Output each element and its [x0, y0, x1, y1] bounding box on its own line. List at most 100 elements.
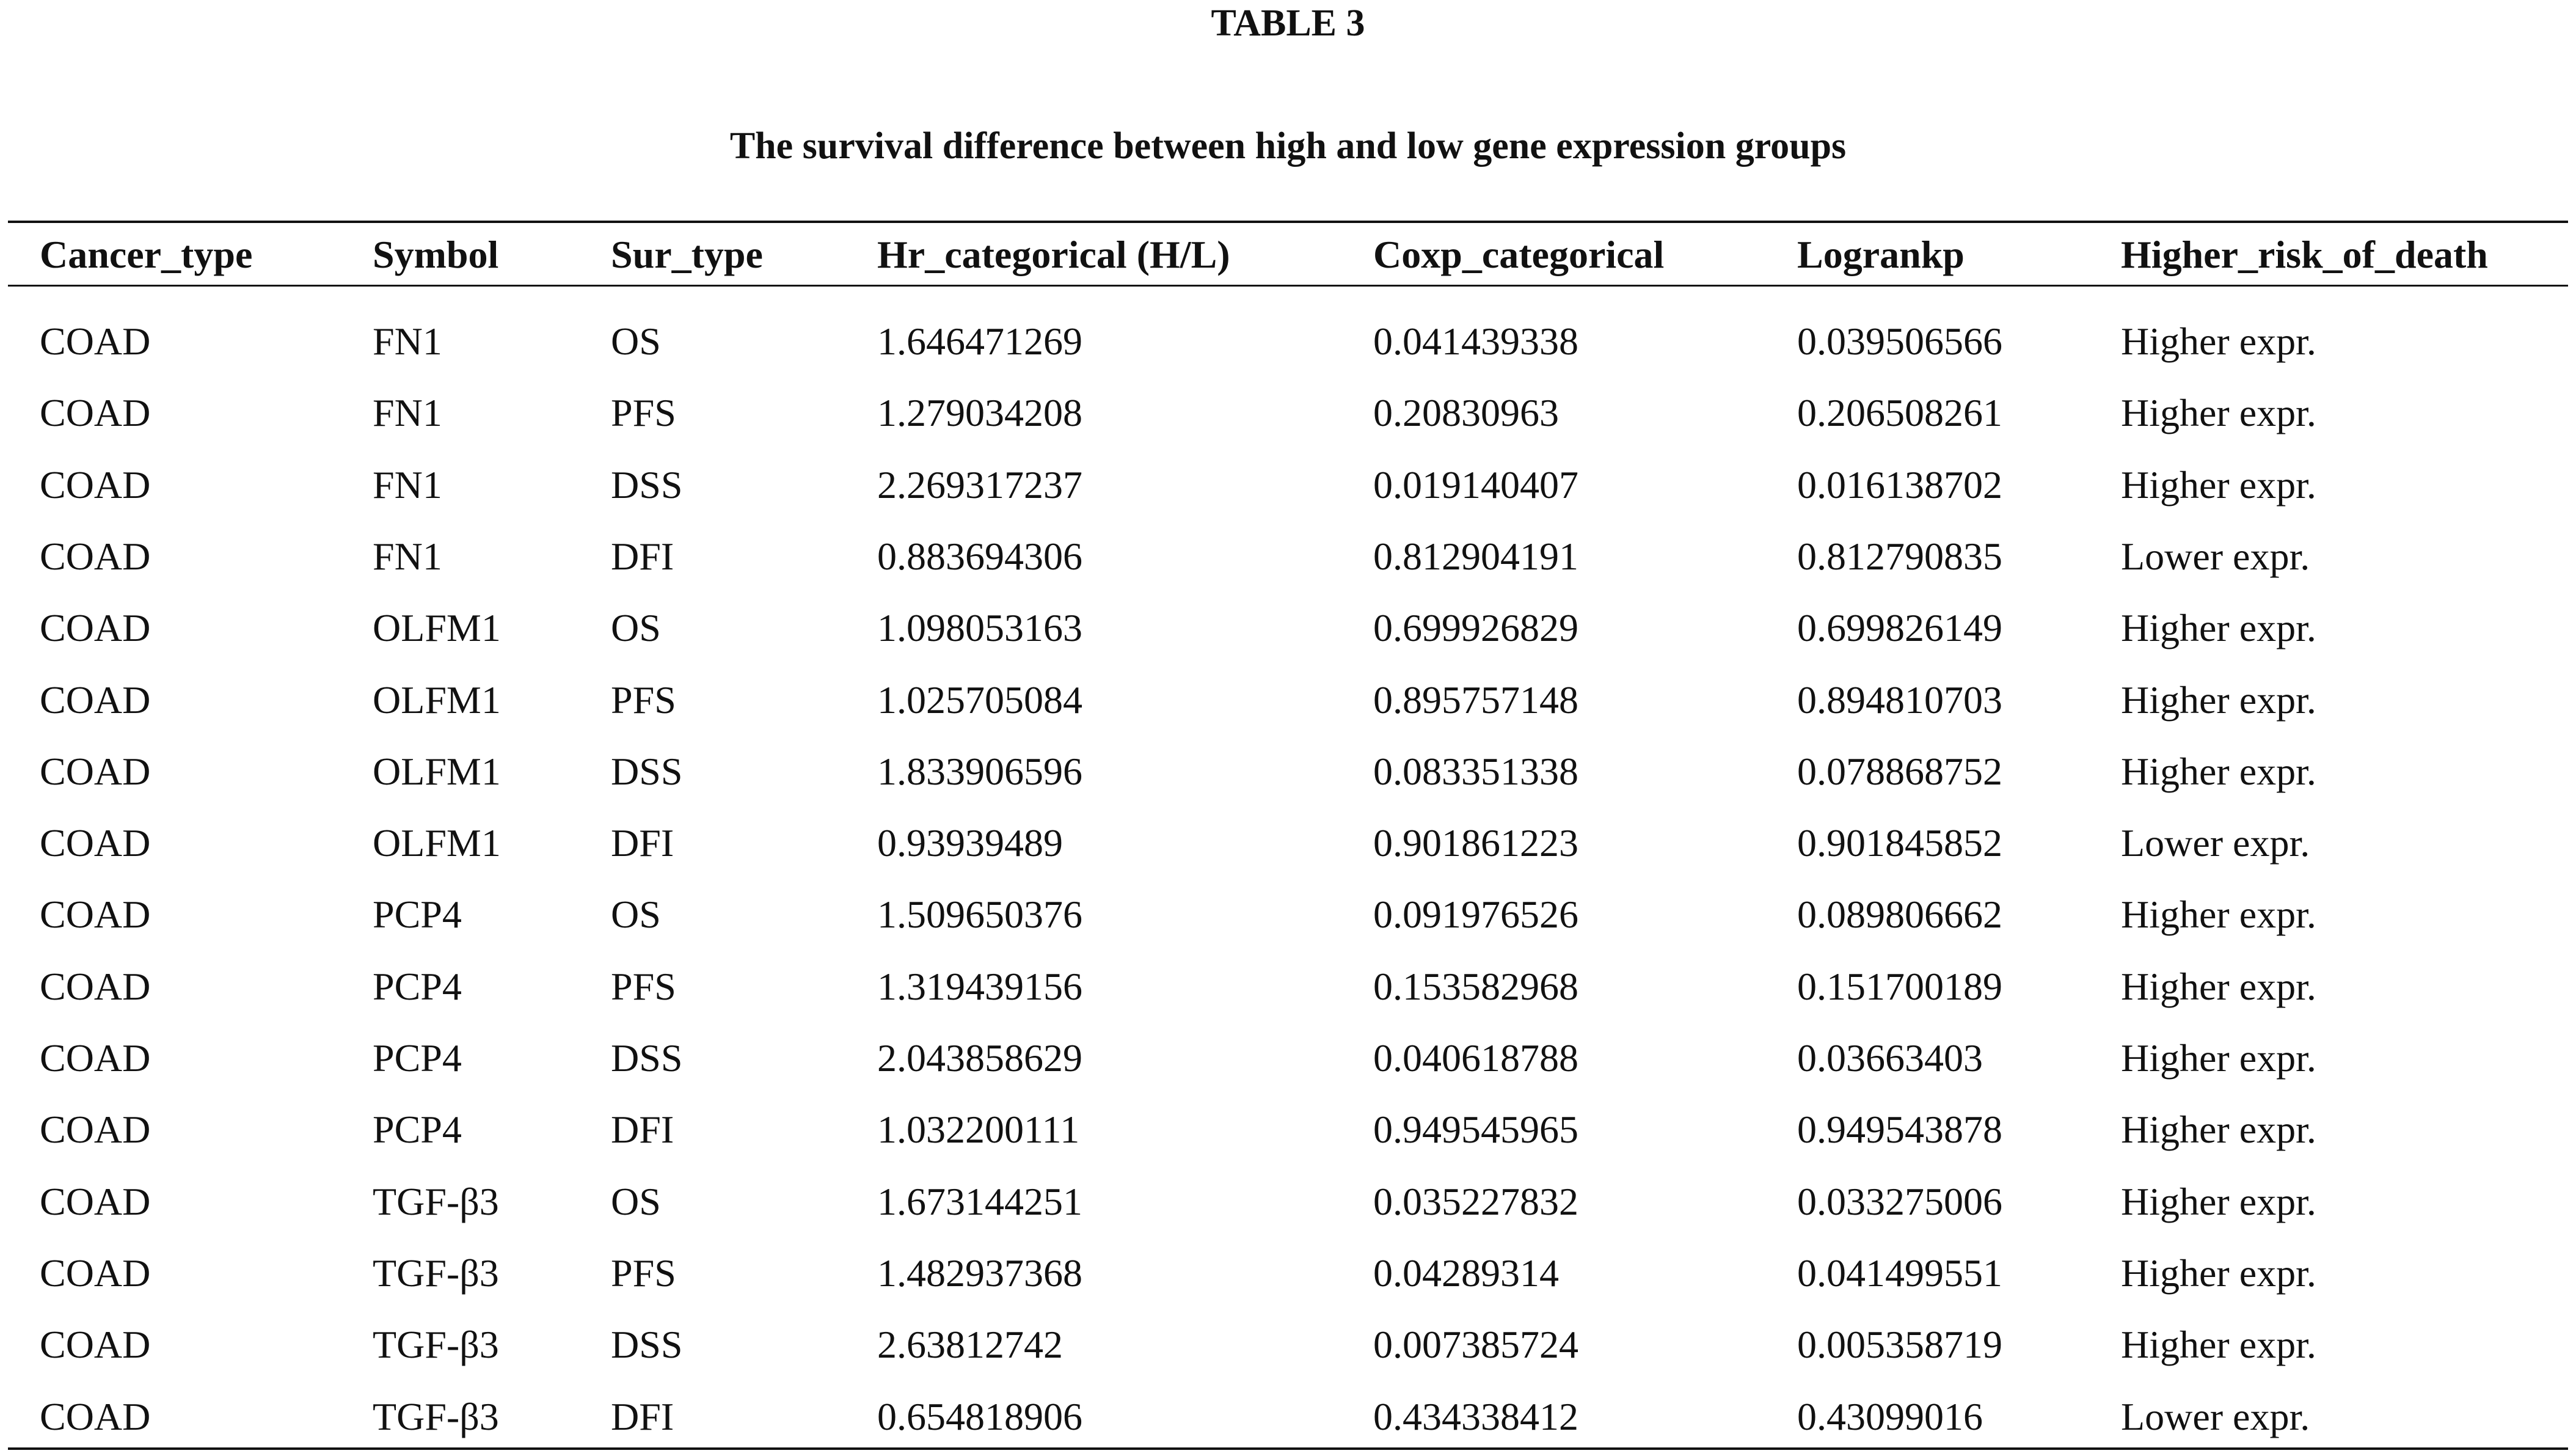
table-cell: 0.699826149	[1797, 606, 2002, 650]
table-cell: PFS	[611, 678, 676, 722]
table-cell: 1.032200111	[877, 1108, 1080, 1152]
column-header: Sur_type	[611, 233, 763, 276]
table-cell: FN1	[373, 391, 442, 435]
table-cell: TGF-β3	[373, 1179, 499, 1223]
table-cell: 0.654818906	[877, 1394, 1082, 1438]
table-cell: 0.93939489	[877, 821, 1063, 865]
table-cell: 0.005358719	[1797, 1323, 2002, 1367]
table-cell: 0.019140407	[1373, 463, 1578, 507]
table-cell: PCP4	[373, 893, 462, 937]
table-cell: COAD	[40, 1394, 151, 1438]
table-cell: 0.151700189	[1797, 964, 2002, 1008]
table-cell: 0.153582968	[1373, 964, 1578, 1008]
table-cell: 1.482937368	[877, 1251, 1082, 1295]
table-cell: 0.033275006	[1797, 1179, 2002, 1223]
table-cell: 2.269317237	[877, 463, 1082, 507]
table-cell: 0.041439338	[1373, 320, 1578, 363]
table-cell: 0.699926829	[1373, 606, 1578, 650]
table-cell: 0.883694306	[877, 534, 1082, 578]
table-cell: PFS	[611, 1251, 676, 1295]
table-cell: 1.509650376	[877, 893, 1082, 937]
table-cell: 0.040618788	[1373, 1036, 1578, 1080]
table-cell: COAD	[40, 749, 151, 793]
table-cell: 0.039506566	[1797, 320, 2002, 363]
bottom-rule	[8, 1447, 2568, 1450]
table-cell: COAD	[40, 1179, 151, 1223]
table-cell: 1.833906596	[877, 749, 1082, 793]
column-header: Logrankp	[1797, 233, 1965, 276]
table-cell: 0.03663403	[1797, 1036, 1983, 1080]
table-cell: TGF-β3	[373, 1394, 499, 1438]
table-cell: PFS	[611, 391, 676, 435]
table-cell: 1.279034208	[877, 391, 1082, 435]
table-cell: Lower expr.	[2121, 821, 2310, 865]
table-cell: 0.949543878	[1797, 1108, 2002, 1152]
table-cell: 1.673144251	[877, 1179, 1082, 1223]
table-cell: 1.098053163	[877, 606, 1082, 650]
column-header: Hr_categorical (H/L)	[877, 233, 1230, 276]
table-cell: 0.035227832	[1373, 1179, 1578, 1223]
table-cell: 0.901861223	[1373, 821, 1578, 865]
table-cell: 2.043858629	[877, 1036, 1082, 1080]
table-cell: 0.041499551	[1797, 1251, 2002, 1295]
top-rule	[8, 221, 2568, 223]
table-cell: Higher expr.	[2121, 1036, 2316, 1080]
table-cell: 0.895757148	[1373, 678, 1578, 722]
table-cell: OS	[611, 893, 661, 937]
table-cell: 0.083351338	[1373, 749, 1578, 793]
table-cell: COAD	[40, 1036, 151, 1080]
table-cell: DFI	[611, 821, 674, 865]
table-cell: 0.901845852	[1797, 821, 2002, 865]
table-cell: Higher expr.	[2121, 320, 2316, 363]
table-cell: 0.434338412	[1373, 1394, 1578, 1438]
table-cell: TGF-β3	[373, 1251, 499, 1295]
table-cell: 0.949545965	[1373, 1108, 1578, 1152]
table-cell: COAD	[40, 1323, 151, 1367]
table-cell: OLFM1	[373, 749, 501, 793]
table-cell: Higher expr.	[2121, 678, 2316, 722]
table-cell: Higher expr.	[2121, 1323, 2316, 1367]
table-cell: 0.812904191	[1373, 534, 1578, 578]
table-cell: DSS	[611, 1323, 683, 1367]
table-cell: COAD	[40, 391, 151, 435]
column-header: Symbol	[373, 233, 499, 276]
table-cell: 0.04289314	[1373, 1251, 1559, 1295]
table-cell: DFI	[611, 1394, 674, 1438]
table-cell: OLFM1	[373, 606, 501, 650]
table-cell: COAD	[40, 821, 151, 865]
table-cell: Higher expr.	[2121, 1179, 2316, 1223]
table-cell: 0.078868752	[1797, 749, 2002, 793]
table-subtitle: The survival difference between high and…	[729, 125, 1847, 167]
table-cell: 0.894810703	[1797, 678, 2002, 722]
table-cell: COAD	[40, 964, 151, 1008]
table-cell: 0.091976526	[1373, 893, 1578, 937]
table-cell: FN1	[373, 463, 442, 507]
table-cell: DFI	[611, 1108, 674, 1152]
table-cell: OLFM1	[373, 678, 501, 722]
table-cell: Higher expr.	[2121, 893, 2316, 937]
table-cell: Higher expr.	[2121, 749, 2316, 793]
table-title: TABLE 3	[1211, 2, 1365, 44]
table-cell: FN1	[373, 534, 442, 578]
table-cell: 0.206508261	[1797, 391, 2002, 435]
column-header: Higher_risk_of_death	[2121, 233, 2488, 276]
table-cell: COAD	[40, 1251, 151, 1295]
table-cell: COAD	[40, 606, 151, 650]
table-cell: COAD	[40, 534, 151, 578]
table-cell: Higher expr.	[2121, 1108, 2316, 1152]
table-cell: PCP4	[373, 1108, 462, 1152]
table-cell: 0.43099016	[1797, 1394, 1983, 1438]
table-cell: COAD	[40, 463, 151, 507]
table-cell: Lower expr.	[2121, 1394, 2310, 1438]
column-header: Coxp_categorical	[1373, 233, 1665, 276]
table-cell: 2.63812742	[877, 1323, 1063, 1367]
table-cell: Higher expr.	[2121, 463, 2316, 507]
table-cell: OLFM1	[373, 821, 501, 865]
table-cell: 1.319439156	[877, 964, 1082, 1008]
table-cell: 0.20830963	[1373, 391, 1559, 435]
table-cell: Higher expr.	[2121, 391, 2316, 435]
table-cell: Higher expr.	[2121, 964, 2316, 1008]
table-cell: OS	[611, 1179, 661, 1223]
table-cell: 0.007385724	[1373, 1323, 1578, 1367]
